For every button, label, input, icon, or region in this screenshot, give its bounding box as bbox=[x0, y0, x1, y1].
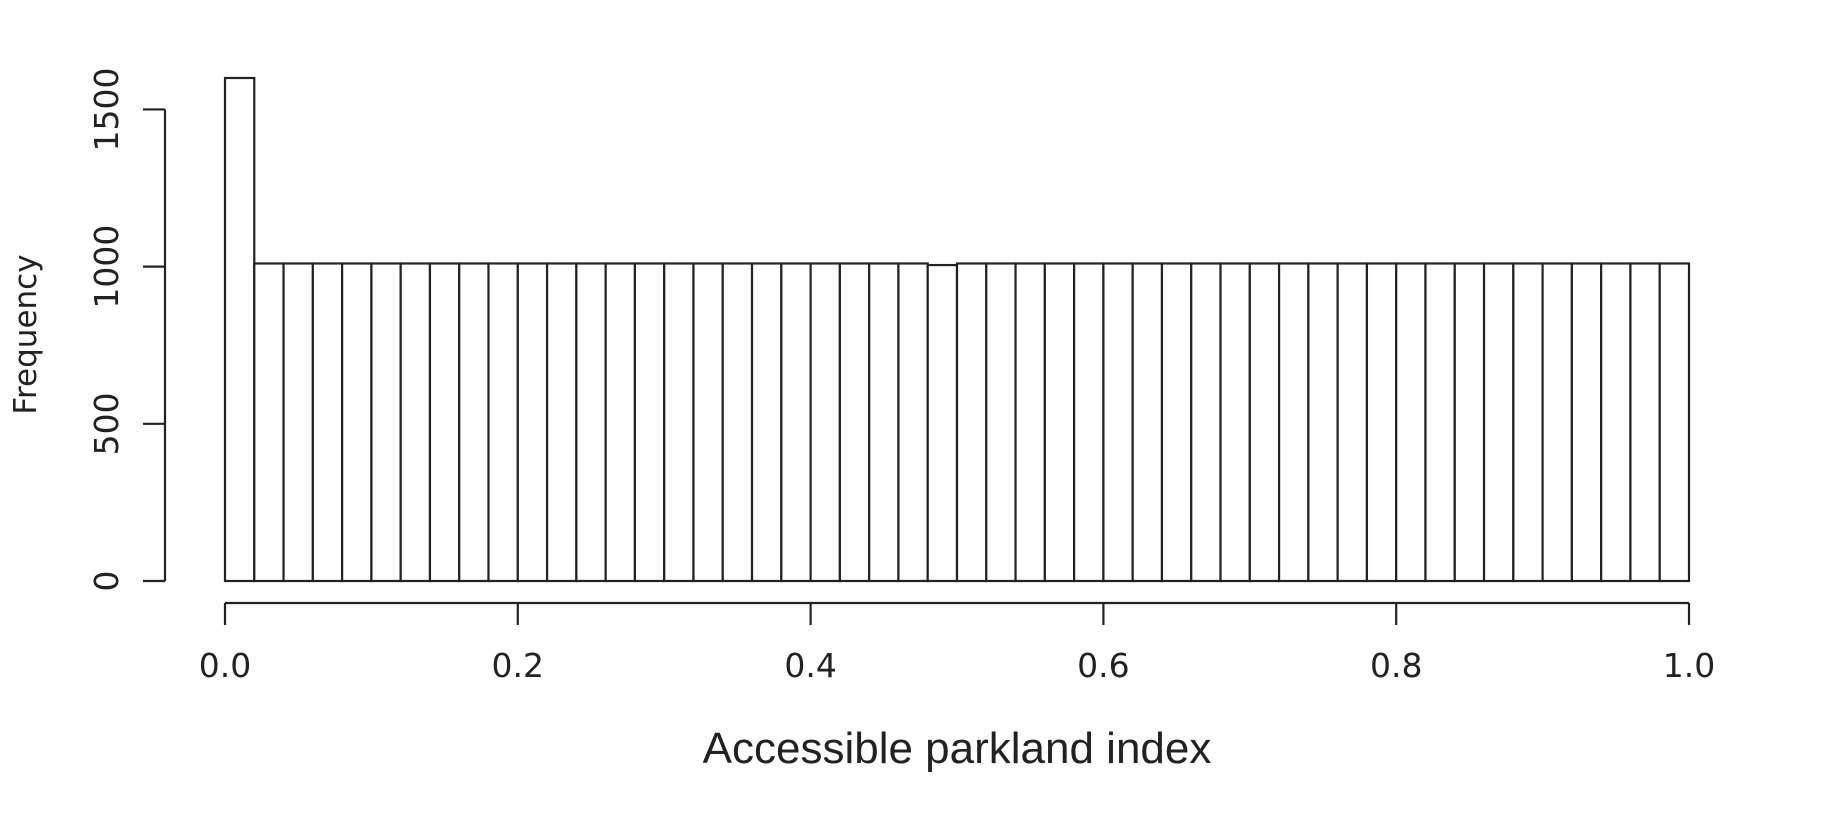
histogram-bar bbox=[721, 262, 754, 583]
histogram-bar bbox=[1600, 262, 1632, 583]
histogram-bar bbox=[575, 262, 607, 583]
histogram-bar bbox=[253, 262, 285, 583]
histogram-bar bbox=[1014, 262, 1046, 583]
y-tick-label: 1000 bbox=[87, 225, 126, 309]
histogram-bar bbox=[516, 262, 549, 583]
histogram-bar bbox=[1658, 262, 1691, 583]
histogram-bar bbox=[1160, 262, 1193, 583]
histogram-bar bbox=[809, 262, 841, 583]
histogram-bar bbox=[1424, 262, 1456, 583]
x-tick-label: 0.6 bbox=[1077, 646, 1129, 685]
histogram-bar bbox=[838, 262, 871, 583]
histogram-bar bbox=[1395, 262, 1427, 583]
histogram-bar bbox=[604, 262, 637, 583]
histogram-bar bbox=[311, 262, 344, 583]
histogram-bar bbox=[1629, 262, 1661, 583]
bars-group bbox=[223, 76, 1691, 583]
x-tick-label: 1.0 bbox=[1663, 646, 1715, 685]
histogram-bar bbox=[282, 262, 314, 583]
histogram-bar bbox=[1102, 262, 1134, 583]
histogram-bar bbox=[1043, 262, 1076, 583]
y-tick-label: 1500 bbox=[87, 67, 126, 151]
histogram-bar bbox=[955, 262, 988, 583]
histogram-bar bbox=[1190, 262, 1222, 583]
histogram-bar bbox=[399, 262, 432, 583]
histogram-bar bbox=[1453, 262, 1486, 583]
histogram-bar bbox=[1073, 262, 1105, 583]
histogram-bar bbox=[926, 263, 959, 583]
histogram-bar bbox=[1570, 262, 1603, 583]
histogram-bar bbox=[985, 262, 1017, 583]
histogram-bar bbox=[897, 262, 929, 583]
histogram-bar bbox=[223, 76, 256, 583]
histogram-bar bbox=[1482, 262, 1515, 583]
histogram-bar bbox=[370, 262, 402, 583]
x-tick-label: 0.0 bbox=[199, 646, 251, 685]
y-axis-title: Frequency bbox=[8, 254, 44, 414]
x-axis: 0.0 0.2 0.4 0.6 0.8 1.0 bbox=[199, 601, 1715, 685]
histogram-bar bbox=[633, 262, 666, 583]
histogram-bar bbox=[1365, 262, 1398, 583]
histogram-bar bbox=[1248, 262, 1281, 583]
y-tick-label: 0 bbox=[87, 571, 126, 592]
histogram-bar bbox=[341, 262, 373, 583]
histogram-bar bbox=[1541, 262, 1573, 583]
histogram-bar bbox=[487, 262, 519, 583]
histogram-bar bbox=[750, 262, 783, 583]
histogram-bar bbox=[1219, 262, 1251, 583]
y-tick-label: 500 bbox=[87, 392, 126, 455]
histogram-bar bbox=[1336, 262, 1369, 583]
histogram-bar bbox=[1277, 262, 1310, 583]
y-axis: 0 500 1000 1500 bbox=[87, 67, 167, 592]
x-axis-title: Accessible parkland index bbox=[703, 724, 1212, 773]
histogram-bar bbox=[1512, 262, 1544, 583]
histogram-bar bbox=[458, 262, 490, 583]
histogram-bar bbox=[663, 262, 695, 583]
x-tick-label: 0.4 bbox=[784, 646, 836, 685]
histogram-bar bbox=[1307, 262, 1339, 583]
histogram-bar bbox=[692, 262, 724, 583]
histogram-bar bbox=[428, 262, 461, 583]
histogram-bar bbox=[545, 262, 578, 583]
histogram-bar bbox=[868, 262, 900, 583]
x-tick-label: 0.2 bbox=[492, 646, 544, 685]
x-tick-label: 0.8 bbox=[1370, 646, 1422, 685]
histogram-bar bbox=[780, 262, 812, 583]
histogram-bar bbox=[1131, 262, 1164, 583]
